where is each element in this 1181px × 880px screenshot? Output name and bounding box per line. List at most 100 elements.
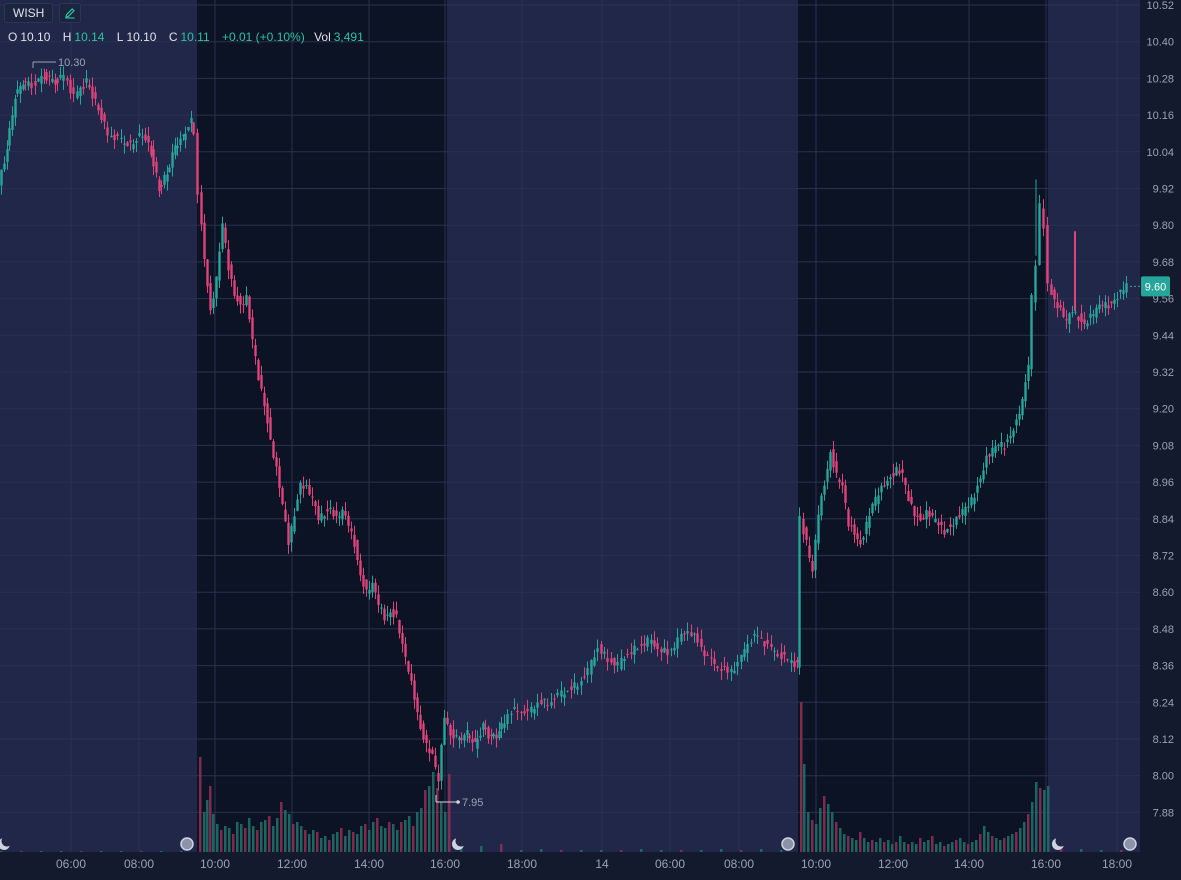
candle-body <box>844 485 847 504</box>
low-label: L <box>116 30 124 44</box>
volume-bar <box>20 851 23 852</box>
volume-bar <box>803 764 806 852</box>
candle-body <box>726 666 729 673</box>
candle-body <box>1113 299 1116 304</box>
volume-bar <box>983 826 986 852</box>
candle-body <box>100 107 103 121</box>
candle-body <box>206 259 209 287</box>
candle-body <box>1024 382 1027 402</box>
candle-body <box>620 657 623 670</box>
y-tick-label: 8.24 <box>1153 697 1174 709</box>
x-tick-label: 18:00 <box>1102 857 1132 871</box>
volume-bar <box>328 840 331 852</box>
candle-body <box>66 78 69 81</box>
candle-body <box>30 82 33 89</box>
candle-body <box>865 521 868 535</box>
candle-body <box>94 92 97 99</box>
candle-body <box>786 659 789 661</box>
candle-body <box>374 582 377 593</box>
candle-body <box>626 653 629 655</box>
candle-body <box>693 633 696 635</box>
candle-body <box>203 222 206 260</box>
candle-body <box>586 668 589 676</box>
volume-bar <box>899 836 902 852</box>
volume-bar <box>280 802 283 852</box>
candle-body <box>895 467 898 476</box>
candle-body <box>1092 314 1095 316</box>
volume-bar <box>827 804 830 852</box>
candle-body <box>570 686 573 691</box>
volume-bar <box>1031 802 1034 852</box>
volume-bar <box>440 802 443 852</box>
volume-bar <box>760 849 763 852</box>
volume-bar <box>540 849 543 852</box>
candle-body <box>449 725 452 736</box>
volume-bar <box>432 772 435 852</box>
volume-bar <box>863 838 866 852</box>
volume-bar <box>264 820 267 852</box>
volume-bar <box>955 840 958 852</box>
candle-body <box>530 706 533 713</box>
volume-bar <box>999 840 1002 852</box>
candle-body <box>1065 319 1068 321</box>
edit-pencil-icon[interactable] <box>59 3 82 23</box>
candle-body <box>937 522 940 526</box>
y-tick-label: 8.48 <box>1153 624 1174 636</box>
volume-bar <box>680 850 683 852</box>
candle-body <box>171 152 174 168</box>
volume-bar <box>356 834 359 852</box>
candle-body <box>593 657 596 666</box>
candle-body <box>805 527 808 540</box>
volume-bar <box>352 832 355 852</box>
volume-bar <box>436 788 439 852</box>
moon-icon <box>452 835 467 850</box>
candle-body <box>958 515 961 518</box>
candle-body <box>703 650 706 657</box>
candle-body <box>275 457 278 467</box>
candle-body <box>113 134 116 141</box>
high-label: H <box>62 30 72 44</box>
y-tick-label: 10.52 <box>1146 0 1174 12</box>
y-tick-label: 8.12 <box>1153 734 1174 746</box>
candle-body <box>392 609 395 618</box>
y-tick-label: 9.92 <box>1153 184 1174 196</box>
candle-body <box>299 482 302 495</box>
volume-bar <box>408 816 411 852</box>
candle-body <box>506 714 509 724</box>
candle-body <box>683 633 686 635</box>
volume-bar <box>428 786 431 852</box>
volume-bar <box>380 826 383 852</box>
volume-bar <box>923 842 926 852</box>
x-tick-label: 12:00 <box>878 857 908 871</box>
symbol-header: WISH <box>4 3 82 23</box>
candle-body <box>1071 312 1074 314</box>
candle-body <box>955 516 958 525</box>
candle-body <box>239 296 242 305</box>
candle-body <box>811 560 814 572</box>
candle-body <box>560 690 563 697</box>
candle-body <box>120 137 123 139</box>
volume-bar <box>388 822 391 852</box>
candle-body <box>976 485 979 493</box>
candle-body <box>673 647 676 651</box>
volume-bar <box>851 838 854 852</box>
candle-body <box>1053 289 1056 300</box>
volume-bar <box>400 822 403 852</box>
moon-icon <box>0 835 13 850</box>
candle-body <box>260 375 263 389</box>
candle-body <box>287 522 290 545</box>
candle-body <box>796 659 799 663</box>
candle-body <box>150 145 153 156</box>
candle-body <box>723 665 726 667</box>
candle-body <box>690 632 693 637</box>
volume-bar <box>947 844 950 852</box>
candle-body <box>474 737 477 742</box>
candle-body <box>479 735 482 738</box>
session-band-regular <box>197 0 447 852</box>
symbol-name-button[interactable]: WISH <box>4 3 54 23</box>
moon-icon <box>1052 835 1067 850</box>
volume-bar <box>800 702 803 852</box>
candle-body <box>110 135 113 138</box>
